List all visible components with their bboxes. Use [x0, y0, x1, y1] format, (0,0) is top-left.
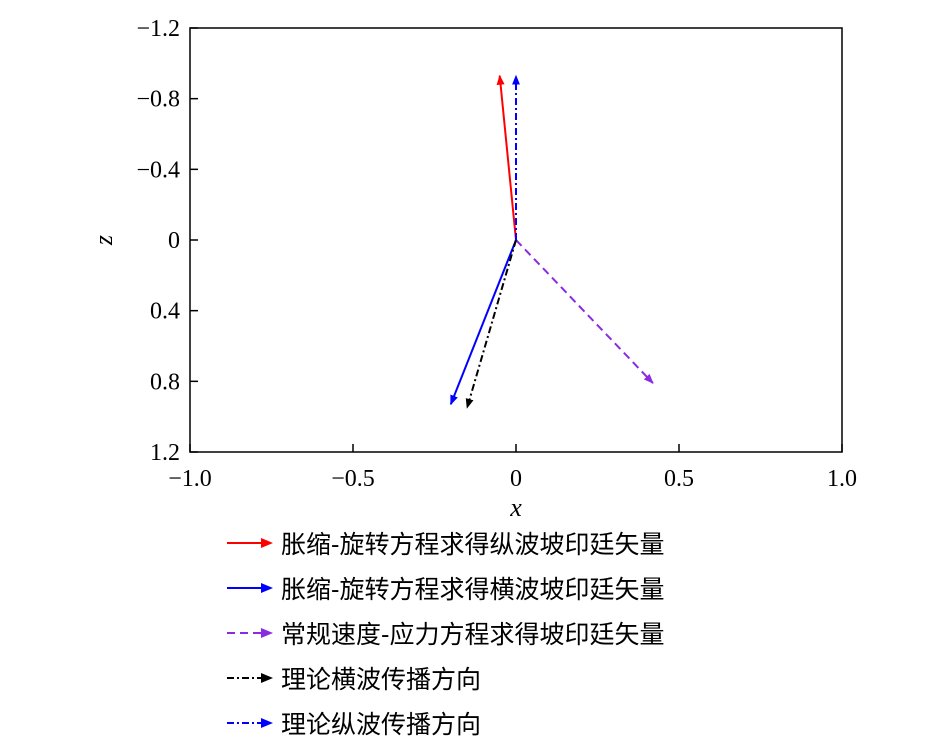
x-tick-label: 0.5 [664, 466, 694, 492]
y-tick-label: −0.8 [136, 87, 180, 113]
vector-arrow-1 [496, 74, 517, 241]
legend-label: 理论纵波传播方向 [281, 709, 482, 739]
legend-swatch [227, 537, 273, 548]
y-tick-label: 0 [168, 228, 180, 254]
x-tick-label: 1.0 [827, 466, 857, 492]
legend-swatch [227, 627, 273, 638]
legend-swatch [227, 582, 273, 593]
x-axis-label: x [509, 493, 522, 520]
y-tick-label: 0.4 [150, 299, 180, 325]
vector-series [449, 74, 654, 409]
legend: 胀缩-旋转方程求得纵波坡印廷矢量 胀缩-旋转方程求得横波坡印廷矢量 常规速度-应力方… [225, 520, 664, 745]
vector-arrow-3 [515, 239, 654, 384]
axes: −1.0 −0.5 0 0.5 1.0 −1.2 −0.8 −0.4 0 0.4 0.8 1.2 x z [89, 16, 857, 520]
legend-item: 胀缩-旋转方程求得横波坡印廷矢量 [225, 565, 664, 610]
y-tick-label: −1.2 [136, 16, 180, 42]
vector-arrow-4 [465, 239, 517, 409]
x-tick-label: 0 [510, 466, 522, 492]
legend-item: 常规速度-应力方程求得坡印廷矢量 [225, 610, 664, 655]
legend-swatch [227, 717, 273, 728]
legend-swatch [227, 672, 273, 683]
chart-canvas: −1.0 −0.5 0 0.5 1.0 −1.2 −0.8 −0.4 0 0.4 0.8 1.2 x z [89, 16, 857, 520]
y-tick-label: 1.2 [150, 440, 180, 466]
x-tick-label: −0.5 [331, 466, 375, 492]
legend-item: 胀缩-旋转方程求得纵波坡印廷矢量 [225, 520, 664, 565]
y-tick-label: −0.4 [136, 157, 180, 183]
legend-label: 胀缩-旋转方程求得横波坡印廷矢量 [281, 574, 665, 604]
y-tick-label: 0.8 [150, 369, 180, 395]
legend-item: 理论纵波传播方向 [225, 700, 664, 745]
legend-label: 常规速度-应力方程求得坡印廷矢量 [281, 619, 665, 649]
x-tick-label: −1.0 [168, 466, 212, 492]
legend-label: 理论横波传播方向 [281, 664, 482, 694]
y-axis-label: z [89, 235, 118, 246]
vector-arrow-2 [449, 239, 517, 406]
legend-label: 胀缩-旋转方程求得纵波坡印廷矢量 [281, 529, 665, 559]
legend-item: 理论横波传播方向 [225, 655, 664, 700]
